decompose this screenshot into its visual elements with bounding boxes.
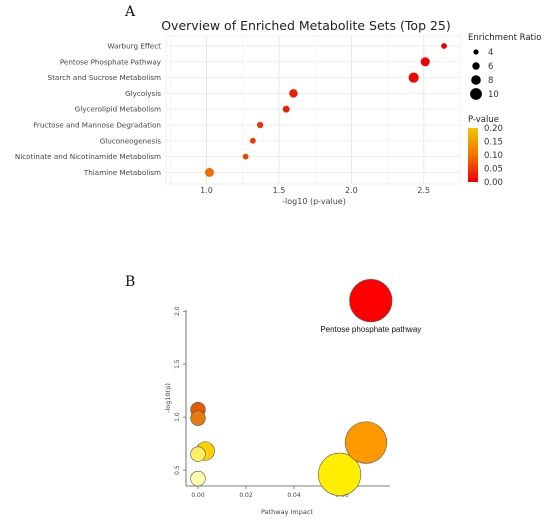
chart-b-annotations: Pentose phosphate pathway	[320, 325, 421, 334]
y-tick-label: 2.0	[174, 306, 181, 316]
data-point	[190, 446, 206, 462]
y-tick-label: 1.5	[174, 359, 181, 369]
category-label: Glycerolipid Metabolism	[75, 105, 161, 114]
panel-a-label: A	[124, 4, 136, 20]
color-legend-labels: 0.20 0.15 0.10 0.05 0.00	[478, 124, 503, 188]
category-label: Nicotinate and Nicotinamide Metabolism	[15, 152, 161, 161]
color-legend-label: 0.20	[484, 124, 503, 134]
size-legend: 4 6 8 10	[470, 48, 499, 100]
data-point	[441, 43, 447, 49]
size-legend-dot	[470, 88, 482, 100]
size-legend-label: 8	[488, 76, 493, 86]
size-legend-dot	[471, 75, 481, 85]
chart-b-y-ticks: 0.5 1.0 1.5 2.0	[174, 306, 186, 475]
y-tick-label: 0.5	[174, 465, 181, 475]
x-tick-label: 0.04	[287, 492, 301, 499]
size-legend-title: Enrichment Ratio	[468, 33, 541, 43]
chart-b-x-axis-label: Pathway Impact	[261, 508, 313, 516]
panel-b-label: B	[125, 274, 135, 290]
data-point	[190, 470, 206, 487]
x-tick-label: 2.0	[345, 186, 358, 195]
category-label: Thiamine Metabolism	[83, 168, 161, 177]
chart-a-points	[204, 43, 447, 177]
x-tick-label: 1.5	[273, 186, 286, 195]
size-legend-label: 4	[488, 48, 493, 58]
data-point	[190, 410, 206, 426]
color-legend-bar	[468, 128, 478, 182]
point-annotation: Pentose phosphate pathway	[320, 325, 421, 334]
size-legend-label: 6	[488, 62, 493, 72]
data-point	[250, 137, 256, 144]
chart-a-title: Overview of Enriched Metabolite Sets (To…	[161, 18, 451, 33]
x-tick-label: 0.02	[239, 492, 253, 499]
category-label: Starch and Sucrose Metabolism	[48, 73, 161, 82]
category-label: Pentose Phosphate Pathway	[60, 57, 162, 66]
data-point	[344, 421, 388, 464]
chart-b-points	[190, 279, 393, 496]
panel-a-chart: Overview of Enriched Metabolite Sets (To…	[15, 18, 542, 206]
size-legend-label: 10	[488, 90, 499, 100]
data-point	[318, 452, 362, 496]
data-point	[349, 279, 393, 323]
panel-b-chart: 0.51.01.52.0 0.000.020.040.06 Pentose ph…	[164, 279, 421, 516]
chart-a-plot-area	[165, 35, 461, 185]
category-label: Glycolysis	[125, 89, 161, 98]
color-legend-label: 0.00	[484, 178, 503, 188]
x-tick-label: 0.00	[191, 492, 205, 499]
data-point	[242, 153, 249, 160]
chart-a-x-axis-label: -log10 (p-value)	[282, 197, 346, 206]
category-label: Gluconeogenesis	[100, 136, 162, 145]
size-legend-dot	[473, 49, 479, 55]
color-legend-title: P-value	[468, 115, 499, 125]
data-point	[256, 121, 264, 129]
x-tick-label: 1.0	[200, 186, 213, 195]
data-point	[408, 72, 419, 83]
color-legend-label: 0.15	[484, 138, 503, 148]
size-legend-dot	[472, 62, 480, 70]
data-point	[289, 89, 298, 98]
category-label: Warburg Effect	[108, 42, 162, 51]
color-legend-label: 0.05	[484, 165, 503, 175]
chart-a-category-labels: Warburg Effect Pentose Phosphate Pathway S…	[15, 42, 162, 177]
data-point	[282, 105, 290, 113]
chart-b-y-axis-label: -log10(p)	[164, 383, 172, 413]
category-label: Fructose and Mannose Degradation	[33, 121, 161, 130]
data-point	[204, 167, 214, 177]
y-tick-label: 1.0	[174, 412, 181, 422]
color-legend-label: 0.10	[484, 151, 503, 161]
chart-a-x-ticks: 1.0 1.5 2.0 2.5	[200, 186, 430, 195]
data-point	[420, 57, 430, 67]
x-tick-label: 2.5	[417, 186, 430, 195]
